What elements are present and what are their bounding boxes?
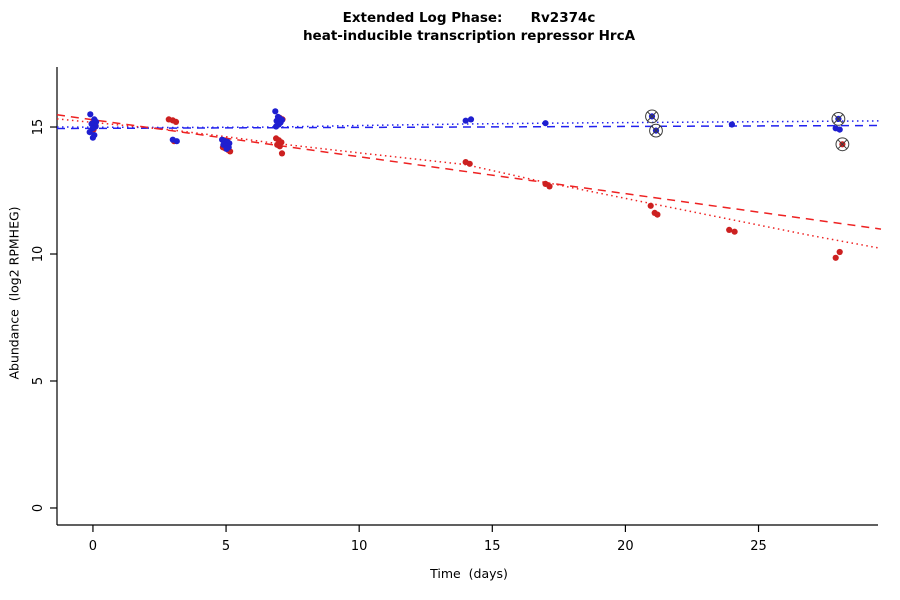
- trend-line-blue-dotted: [56, 120, 882, 129]
- y-tick-label: 15: [31, 119, 46, 136]
- chart-title: Extended Log Phase: Rv2374c: [342, 10, 596, 26]
- x-tick-label: 5: [222, 539, 230, 554]
- blue-data-point: [273, 123, 280, 130]
- red-data-point: [654, 211, 661, 218]
- y-tick-label: 0: [31, 504, 46, 512]
- outlier-marker-cross: [651, 125, 661, 136]
- blue-data-point: [87, 111, 94, 118]
- y-tick-label: 10: [31, 246, 46, 263]
- outlier-marker-circle: [645, 109, 659, 124]
- red-data-point: [276, 143, 283, 150]
- blue-data-point: [86, 129, 93, 136]
- red-data-point: [731, 228, 738, 235]
- x-tick-label: 10: [351, 539, 368, 554]
- x-axis-label: Time (days): [430, 566, 508, 581]
- red-data-point: [466, 160, 473, 167]
- blue-data-point: [467, 116, 475, 123]
- blue-data-point: [728, 121, 736, 128]
- trend-line-red-dotted: [56, 118, 882, 250]
- red-data-point: [726, 226, 733, 233]
- red-data-point: [278, 150, 286, 157]
- red-data-point: [546, 183, 553, 190]
- blue-data-point: [542, 120, 549, 127]
- red-data-point: [172, 118, 180, 125]
- red-data-point: [647, 202, 654, 209]
- x-tick-label: 0: [89, 539, 97, 554]
- outlier-marker-circle: [831, 112, 846, 126]
- x-tick-label: 15: [484, 539, 501, 554]
- outlier-marker-circle: [835, 137, 850, 152]
- red-data-point: [836, 248, 843, 256]
- trend-line-blue-dashed: [56, 124, 882, 130]
- chart-subtitle: heat-inducible transcription repressor H…: [302, 28, 636, 44]
- outlier-marker-cross: [837, 139, 848, 150]
- blue-data-point: [173, 138, 180, 145]
- x-tick-label: 20: [617, 539, 634, 554]
- x-tick-label: 25: [750, 539, 767, 554]
- red-data-point: [832, 254, 839, 261]
- trend-line-red-dashed: [56, 114, 882, 230]
- blue-data-point: [89, 134, 96, 141]
- blue-data-point: [836, 126, 843, 133]
- outlier-marker-cross: [647, 111, 657, 122]
- outlier-marker-circle: [649, 123, 663, 138]
- y-tick-label: 5: [31, 377, 46, 385]
- blue-data-point: [272, 108, 279, 115]
- blue-data-point: [462, 117, 469, 124]
- blue-data-point: [223, 145, 230, 152]
- outlier-marker-cross: [833, 114, 844, 124]
